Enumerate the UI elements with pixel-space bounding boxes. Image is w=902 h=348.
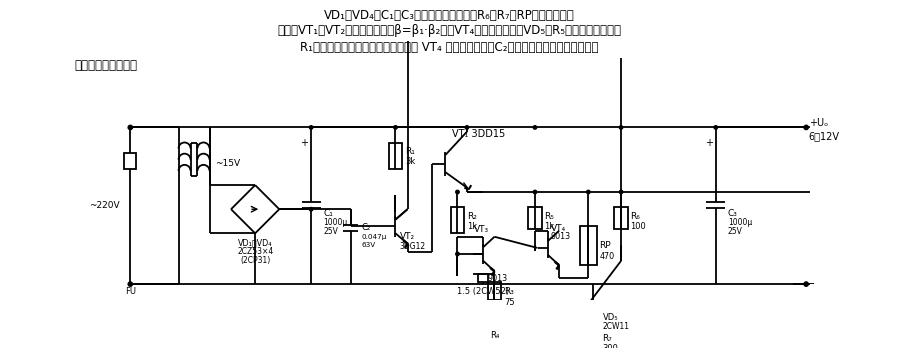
Text: 75: 75 [504,298,514,307]
Text: 1.5 (2CW52): 1.5 (2CW52) [457,286,510,295]
Bar [614,207,628,229]
Bar [585,330,600,348]
Text: R₁既为调整管的偏流电阵又是放大管 VT₄ 的集电极电阵；C₂用以消除可能出现的自激振荚: R₁既为调整管的偏流电阵又是放大管 VT₄ 的集电极电阵；C₂用以消除可能出现的… [300,41,599,54]
Text: ~15V: ~15V [215,159,240,168]
Text: VT₃: VT₃ [474,226,489,234]
Circle shape [309,207,313,211]
Circle shape [620,190,622,194]
Text: RP: RP [600,241,612,250]
Text: VT₂: VT₂ [400,232,415,241]
Text: R₅: R₅ [545,212,555,221]
Bar [580,227,597,265]
Text: R₄: R₄ [490,331,499,340]
Text: R₂: R₂ [467,212,477,221]
Circle shape [533,126,537,129]
Circle shape [309,126,313,129]
Circle shape [128,282,133,286]
Text: VT₄: VT₄ [550,224,566,233]
Text: VT₁ 3DD15: VT₁ 3DD15 [452,129,505,139]
Circle shape [465,126,469,129]
Text: 3DG12: 3DG12 [400,242,426,251]
Circle shape [586,190,590,194]
Text: 100: 100 [630,222,646,231]
Text: 3k: 3k [405,157,415,166]
Text: +: + [705,138,713,148]
Text: C₁: C₁ [323,209,333,218]
Text: 25V: 25V [728,227,742,236]
Text: (2CP31): (2CP31) [240,255,271,264]
Text: 25V: 25V [323,227,338,236]
Bar [478,274,489,282]
Text: 6～12V: 6～12V [809,131,840,141]
Bar [124,153,136,169]
Circle shape [456,190,459,194]
Circle shape [394,126,397,129]
Bar [451,207,465,233]
Circle shape [804,125,808,129]
Text: 1k: 1k [467,222,477,231]
Text: 2CZ53×4: 2CZ53×4 [237,247,273,256]
Text: ~220V: ~220V [89,201,120,210]
Circle shape [533,190,537,194]
Text: R₃: R₃ [504,287,514,296]
Text: 2CW11: 2CW11 [603,322,630,331]
Circle shape [620,126,622,129]
Bar [488,282,502,300]
Text: 9013: 9013 [488,274,508,283]
Text: 470: 470 [600,252,614,261]
Text: VD₁～VD₄: VD₁～VD₄ [238,238,272,247]
Text: 电路；VT₁和VT₂为复合调整管（β=β₁·β₂）；VT₄为比较放大管；VD₅和R₅为基准电压环节；: 电路；VT₁和VT₂为复合调整管（β=β₁·β₂）；VT₄为比较放大管；VD₅和… [278,24,621,37]
Text: 1000μ: 1000μ [323,219,347,228]
Text: 300: 300 [603,344,618,348]
Circle shape [804,282,808,286]
Text: VD₅: VD₅ [603,313,619,322]
Circle shape [128,125,133,129]
Text: 1000μ: 1000μ [728,219,752,228]
Text: R₇: R₇ [603,334,612,343]
Text: 9013: 9013 [550,232,571,241]
Circle shape [714,126,717,129]
Text: C₃: C₃ [728,209,738,218]
Text: FU: FU [124,286,136,295]
Text: （相位补偿作用）。: （相位补偿作用）。 [74,58,137,72]
Text: R₆: R₆ [630,212,640,221]
Text: VD₁～VD₄和C₁、C₃构成整流滤波网络；R₆、R₇及RP构成取样分压: VD₁～VD₄和C₁、C₃构成整流滤波网络；R₆、R₇及RP构成取样分压 [325,9,575,22]
Text: +: + [300,138,308,148]
Text: 63V: 63V [361,242,375,247]
Text: 0.047μ: 0.047μ [361,234,386,240]
Text: R₁: R₁ [405,147,415,156]
Bar [528,207,542,229]
Circle shape [456,252,459,256]
Bar [389,143,402,169]
Text: C₂: C₂ [361,223,370,232]
Text: +Uₒ: +Uₒ [809,118,828,128]
Circle shape [586,302,590,306]
Text: −: − [806,279,815,289]
Text: 1k: 1k [545,222,555,231]
